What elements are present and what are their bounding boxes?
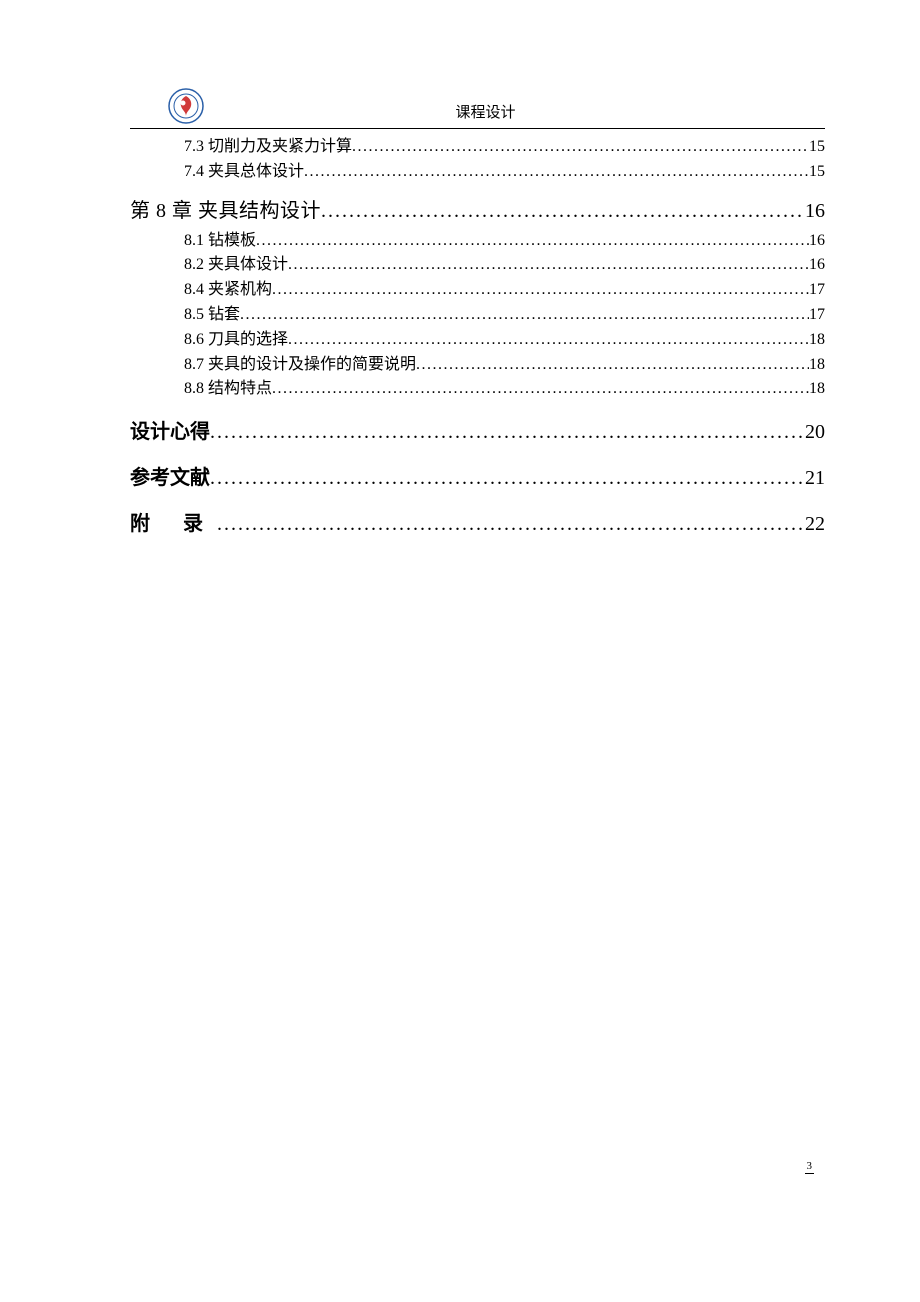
toc-label: 7.4 夹具总体设计 bbox=[184, 160, 304, 185]
toc-entry: 8.1 钻模板 ................................… bbox=[130, 229, 825, 254]
toc-section-entry: 参考文献 ...................................… bbox=[130, 462, 825, 494]
header-title: 课程设计 bbox=[146, 101, 825, 124]
toc-section-label: 设计心得 bbox=[130, 416, 210, 448]
toc-leader: ........................................… bbox=[210, 462, 805, 494]
toc-page: 16 bbox=[809, 253, 825, 278]
toc-leader: ........................................… bbox=[272, 377, 809, 402]
toc-entry: 8.6 刀具的选择 ..............................… bbox=[130, 328, 825, 353]
toc-label: 8.1 钻模板 bbox=[184, 229, 256, 254]
toc-entry: 8.4 夹紧机构 ...............................… bbox=[130, 278, 825, 303]
toc-leader: ........................................… bbox=[321, 195, 805, 227]
toc-entry: 7.3 切削力及夹紧力计算 ..........................… bbox=[130, 135, 825, 160]
toc-label: 8.4 夹紧机构 bbox=[184, 278, 272, 303]
toc-leader: ........................................… bbox=[217, 508, 805, 540]
toc-leader: ........................................… bbox=[288, 253, 809, 278]
toc-label: 8.2 夹具体设计 bbox=[184, 253, 288, 278]
toc-container: 7.3 切削力及夹紧力计算 ..........................… bbox=[130, 135, 825, 540]
toc-page: 21 bbox=[805, 462, 825, 494]
toc-leader: ........................................… bbox=[272, 278, 809, 303]
toc-page: 20 bbox=[805, 416, 825, 448]
toc-page: 17 bbox=[809, 303, 825, 328]
document-page: 课程设计 7.3 切削力及夹紧力计算 .....................… bbox=[0, 0, 920, 540]
toc-label: 8.8 结构特点 bbox=[184, 377, 272, 402]
toc-page: 15 bbox=[809, 160, 825, 185]
toc-section-label: 参考文献 bbox=[130, 462, 210, 494]
toc-entry: 8.7 夹具的设计及操作的简要说明 ......................… bbox=[130, 353, 825, 378]
toc-section-label: 附 录 bbox=[130, 508, 217, 540]
toc-leader: ........................................… bbox=[256, 229, 809, 254]
page-number: 3 bbox=[805, 1160, 815, 1174]
toc-leader: ........................................… bbox=[416, 353, 809, 378]
toc-label: 8.5 钻套 bbox=[184, 303, 240, 328]
toc-entry: 7.4 夹具总体设计 .............................… bbox=[130, 160, 825, 185]
toc-page: 18 bbox=[809, 353, 825, 378]
page-header: 课程设计 bbox=[130, 88, 825, 129]
toc-label: 8.6 刀具的选择 bbox=[184, 328, 288, 353]
toc-page: 18 bbox=[809, 377, 825, 402]
toc-page: 18 bbox=[809, 328, 825, 353]
toc-leader: ........................................… bbox=[352, 135, 809, 160]
toc-entry: 8.8 结构特点 ...............................… bbox=[130, 377, 825, 402]
toc-page: 22 bbox=[805, 508, 825, 540]
toc-page: 16 bbox=[809, 229, 825, 254]
toc-page: 16 bbox=[805, 195, 825, 227]
toc-section-entry: 设计心得 ...................................… bbox=[130, 416, 825, 448]
toc-leader: ........................................… bbox=[210, 416, 805, 448]
toc-chapter-label: 第 8 章 夹具结构设计 bbox=[130, 195, 321, 227]
toc-chapter-entry: 第 8 章 夹具结构设计 ...........................… bbox=[130, 195, 825, 227]
toc-label: 8.7 夹具的设计及操作的简要说明 bbox=[184, 353, 416, 378]
toc-leader: ........................................… bbox=[288, 328, 809, 353]
toc-page: 17 bbox=[809, 278, 825, 303]
toc-section-entry: 附 录 ....................................… bbox=[130, 508, 825, 540]
toc-entry: 8.2 夹具体设计 ..............................… bbox=[130, 253, 825, 278]
toc-label: 7.3 切削力及夹紧力计算 bbox=[184, 135, 352, 160]
toc-page: 15 bbox=[809, 135, 825, 160]
toc-entry: 8.5 钻套 .................................… bbox=[130, 303, 825, 328]
toc-leader: ........................................… bbox=[304, 160, 809, 185]
toc-leader: ........................................… bbox=[240, 303, 809, 328]
